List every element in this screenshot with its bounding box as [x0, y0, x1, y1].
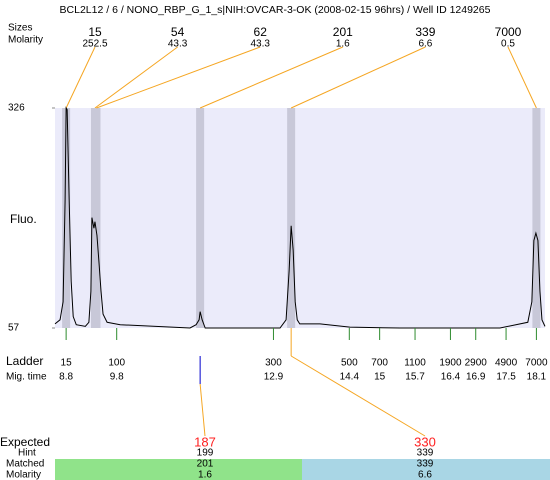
- matched-value: 339: [417, 459, 434, 470]
- peak-size: 54: [171, 25, 185, 39]
- molarity-value: 6.6: [418, 470, 432, 480]
- peak-band: [92, 108, 101, 328]
- sizes-label: Sizes: [8, 23, 32, 34]
- peak-molarity: 43.3: [250, 39, 270, 50]
- y-axis-label: Fluo.: [10, 212, 37, 226]
- title: BCL2L12 / 6 / NONO_RBP_G_1_s|NIH:OVCAR-3…: [60, 4, 491, 16]
- hint-value: 199: [197, 448, 214, 459]
- peak-molarity: 252.5: [82, 39, 107, 50]
- peak-size: 62: [254, 25, 268, 39]
- expected-connector: [199, 383, 206, 437]
- ladder-time: 14.4: [340, 372, 360, 383]
- ladder-time: 16.4: [441, 372, 461, 383]
- hint-label: Hint: [18, 448, 36, 459]
- ladder-time: 15: [374, 372, 386, 383]
- matched-band: [55, 459, 302, 480]
- trace: [54, 106, 546, 329]
- peak-size: 339: [415, 25, 435, 39]
- ladder-time: 15.7: [405, 372, 425, 383]
- peak-molarity: 0.5: [501, 39, 515, 50]
- peak-size: 201: [333, 25, 353, 39]
- peak-size: 7000: [495, 25, 522, 39]
- molarity-row-label: Molarity: [6, 470, 41, 480]
- ladder-size: 500: [341, 358, 358, 369]
- matched-value: 201: [197, 459, 214, 470]
- peak-molarity: 43.3: [168, 39, 188, 50]
- ladder-time: 16.9: [466, 372, 486, 383]
- ladder-size: 4900: [495, 358, 518, 369]
- ladder-time: 9.8: [110, 372, 124, 383]
- ladder-time: 18.1: [527, 372, 547, 383]
- ladder-label: Ladder: [6, 354, 43, 368]
- y-tick-label: 326: [8, 103, 25, 114]
- peak-connector: [290, 46, 426, 109]
- expected-connector: [290, 355, 426, 437]
- peak-connector: [65, 46, 96, 109]
- hint-value: 339: [417, 448, 434, 459]
- matched-band: [302, 459, 550, 480]
- expected-value: 187: [194, 434, 216, 449]
- expected-label: Expected: [0, 435, 50, 449]
- ladder-size: 7000: [525, 358, 548, 369]
- y-tick-label: 57: [8, 323, 20, 334]
- peak-size: 15: [88, 25, 102, 39]
- expected-value: 330: [414, 434, 436, 449]
- peak-band: [532, 108, 541, 328]
- ladder-time: 17.5: [496, 372, 516, 383]
- plot-area: [55, 108, 545, 328]
- peak-connector: [199, 46, 343, 109]
- ladder-size: 300: [265, 358, 282, 369]
- matched-label: Matched: [6, 459, 44, 470]
- ladder-time: 8.8: [59, 372, 73, 383]
- peak-connector: [96, 46, 261, 109]
- peak-band: [287, 108, 296, 328]
- peak-molarity: 1.6: [336, 39, 350, 50]
- peak-band: [196, 108, 205, 328]
- ladder-size: 700: [371, 358, 388, 369]
- ladder-size: 2900: [465, 358, 488, 369]
- molarity-label: Molarity: [8, 35, 43, 46]
- ladder-size: 1900: [439, 358, 462, 369]
- peak-connector: [507, 46, 537, 109]
- ladder-time: 12.9: [264, 372, 284, 383]
- ladder-size: 15: [61, 358, 73, 369]
- peak-band: [62, 108, 71, 328]
- molarity-value: 1.6: [198, 470, 212, 480]
- mig-time-label: Mig. time: [6, 372, 47, 383]
- ladder-size: 100: [108, 358, 125, 369]
- peak-molarity: 6.6: [418, 39, 432, 50]
- ladder-size: 1100: [404, 358, 426, 369]
- peak-connector: [94, 46, 178, 109]
